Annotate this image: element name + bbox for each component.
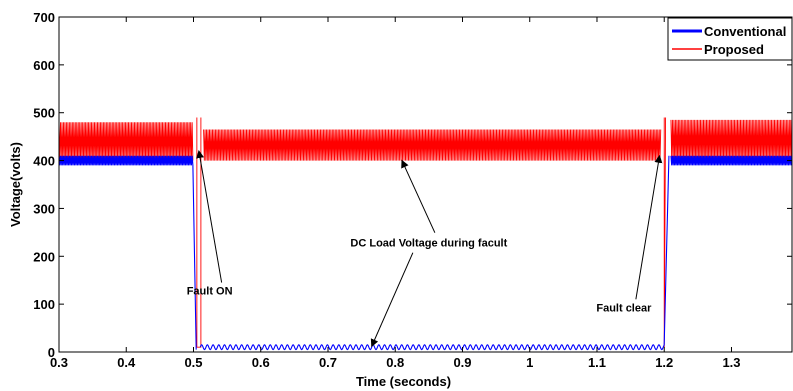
annotation-arrow-fault-clear bbox=[635, 154, 663, 300]
x-tick-label: 1.1 bbox=[588, 355, 606, 370]
y-tick-label: 300 bbox=[33, 201, 55, 216]
series-line-proposed bbox=[58, 117, 792, 348]
legend: Conventional Proposed bbox=[667, 17, 793, 61]
y-tick-label: 500 bbox=[33, 106, 55, 121]
x-tick-label: 0.6 bbox=[252, 355, 270, 370]
x-tick-label: 0.8 bbox=[386, 355, 404, 370]
y-tick-label: 700 bbox=[33, 10, 55, 25]
annotation-fault-on: Fault ON bbox=[187, 286, 233, 298]
plot-area bbox=[59, 17, 792, 352]
x-tick-label: 0.3 bbox=[50, 355, 68, 370]
y-tick-label: 0 bbox=[48, 345, 55, 360]
series-group bbox=[58, 117, 793, 351]
annotation-arrow-dc-up bbox=[401, 159, 436, 233]
x-tick-label: 1.3 bbox=[722, 355, 740, 370]
y-tick-label: 100 bbox=[33, 297, 55, 312]
legend-label-conventional: Conventional bbox=[704, 24, 786, 39]
x-axis-label: Time (seconds) bbox=[356, 374, 451, 389]
y-tick-label: 400 bbox=[33, 154, 55, 169]
series-line-conventional bbox=[58, 155, 793, 351]
x-tick-label: 0.5 bbox=[184, 355, 202, 370]
x-tick-label: 1.2 bbox=[655, 355, 673, 370]
x-tick-label: 0.9 bbox=[453, 355, 471, 370]
x-tick-label: 0.4 bbox=[117, 355, 136, 370]
x-tick-label: 0.7 bbox=[319, 355, 337, 370]
annotation-dc-load: DC Load Voltage during facult bbox=[350, 238, 507, 250]
y-axis-label: Voltage(volts) bbox=[8, 142, 23, 227]
axes: 0.3 0.4 0.5 0.6 0.7 0.8 0.9 1 1.1 1.2 1.3 0 100 200 30… bbox=[8, 10, 793, 389]
annotation-arrow-fault-on bbox=[196, 150, 223, 283]
annotations: Fault ON DC Load Voltage during facult Fau… bbox=[187, 150, 663, 348]
legend-label-proposed: Proposed bbox=[704, 42, 764, 57]
annotation-fault-clear: Fault clear bbox=[596, 302, 652, 314]
legend-box bbox=[667, 17, 793, 61]
axes-frame bbox=[58, 16, 793, 353]
y-tick-label: 200 bbox=[33, 249, 55, 264]
y-tick-label: 600 bbox=[33, 58, 55, 73]
x-tick-label: 1 bbox=[526, 355, 533, 370]
plot-background bbox=[59, 17, 792, 352]
annotation-arrow-dc-down bbox=[370, 252, 414, 348]
